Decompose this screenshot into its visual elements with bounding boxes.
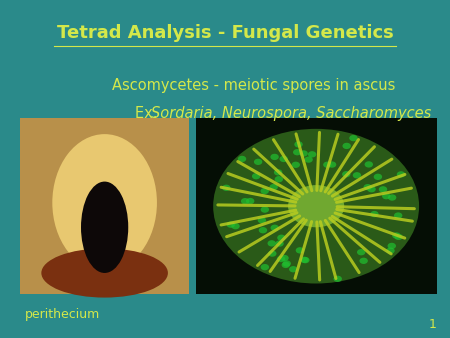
Circle shape: [246, 198, 254, 204]
Circle shape: [394, 212, 402, 219]
Circle shape: [386, 247, 395, 254]
Circle shape: [280, 255, 289, 261]
Ellipse shape: [81, 182, 128, 273]
Circle shape: [261, 188, 269, 194]
Circle shape: [227, 221, 235, 228]
Text: perithecium: perithecium: [25, 308, 100, 320]
Text: Ascomycetes - meiotic spores in ascus: Ascomycetes - meiotic spores in ascus: [112, 78, 396, 93]
Circle shape: [274, 169, 282, 175]
Circle shape: [294, 141, 303, 148]
Circle shape: [304, 156, 313, 163]
Text: Tetrad Analysis - Fungal Genetics: Tetrad Analysis - Fungal Genetics: [57, 24, 393, 42]
Circle shape: [279, 156, 288, 162]
Circle shape: [241, 198, 249, 204]
Text: Ex.: Ex.: [135, 106, 162, 121]
Bar: [196, 118, 436, 294]
Circle shape: [299, 150, 308, 156]
Circle shape: [275, 240, 284, 247]
Circle shape: [360, 258, 368, 264]
Circle shape: [283, 260, 291, 267]
Circle shape: [342, 143, 351, 149]
Circle shape: [374, 174, 382, 180]
Circle shape: [259, 227, 267, 233]
Text: 1: 1: [428, 318, 436, 331]
Circle shape: [270, 184, 278, 190]
Circle shape: [300, 257, 309, 263]
Circle shape: [238, 156, 246, 162]
Circle shape: [289, 266, 297, 272]
Circle shape: [397, 171, 405, 177]
Circle shape: [254, 159, 262, 165]
Circle shape: [270, 154, 279, 160]
Circle shape: [231, 223, 240, 230]
Circle shape: [387, 243, 396, 249]
Circle shape: [267, 240, 276, 246]
Circle shape: [274, 176, 283, 183]
Circle shape: [252, 173, 261, 179]
Circle shape: [213, 129, 419, 284]
Text: Sordaria, Neurospora, Saccharomyces: Sordaria, Neurospora, Saccharomyces: [151, 106, 432, 121]
Circle shape: [328, 162, 336, 168]
Circle shape: [258, 217, 266, 223]
Circle shape: [353, 172, 361, 178]
Circle shape: [268, 250, 276, 257]
Circle shape: [277, 256, 285, 262]
Circle shape: [364, 184, 372, 190]
Circle shape: [222, 185, 230, 191]
Circle shape: [288, 185, 344, 227]
Circle shape: [367, 186, 376, 192]
Circle shape: [370, 211, 378, 217]
Circle shape: [296, 247, 304, 254]
Circle shape: [270, 225, 279, 231]
Circle shape: [323, 162, 332, 168]
Circle shape: [379, 186, 387, 193]
Circle shape: [394, 234, 403, 240]
Circle shape: [388, 194, 396, 201]
Circle shape: [282, 262, 290, 268]
Circle shape: [261, 264, 269, 270]
Ellipse shape: [41, 248, 168, 297]
Circle shape: [342, 171, 351, 177]
Circle shape: [301, 257, 310, 263]
Circle shape: [292, 162, 300, 168]
Circle shape: [333, 276, 342, 282]
Circle shape: [382, 193, 391, 199]
Circle shape: [364, 161, 373, 168]
Circle shape: [392, 232, 400, 239]
Circle shape: [261, 207, 269, 213]
Bar: [20, 118, 189, 294]
Circle shape: [277, 235, 286, 241]
Circle shape: [357, 249, 365, 255]
Circle shape: [349, 135, 358, 141]
Ellipse shape: [52, 134, 157, 271]
Circle shape: [293, 149, 302, 155]
Circle shape: [308, 151, 316, 158]
